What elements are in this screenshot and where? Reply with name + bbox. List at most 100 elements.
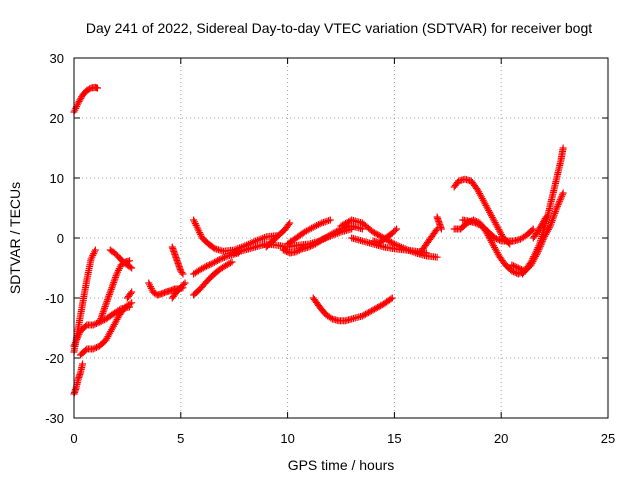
- series-arc-22: [309, 294, 396, 325]
- data-point: [204, 261, 212, 269]
- data-point: [368, 307, 376, 315]
- data-point: [309, 223, 317, 231]
- y-tick-label: -30: [45, 411, 64, 426]
- data-point: [99, 308, 107, 316]
- chart-title: Day 241 of 2022, Sidereal Day-to-day VTE…: [86, 20, 592, 36]
- y-tick-label: -20: [45, 351, 64, 366]
- series-arc-17: [279, 225, 356, 257]
- data-point: [387, 295, 395, 303]
- x-tick-label: 5: [177, 431, 184, 446]
- data-point: [553, 202, 561, 210]
- data-point: [364, 309, 372, 317]
- data-point: [556, 197, 564, 205]
- data-point: [372, 304, 380, 312]
- x-tick-label: 0: [70, 431, 77, 446]
- data-point: [295, 246, 303, 254]
- data-point: [360, 311, 368, 319]
- data-point: [311, 222, 319, 230]
- data-point: [539, 219, 547, 227]
- data-point: [105, 291, 113, 299]
- data-point: [313, 222, 321, 230]
- data-point: [377, 302, 385, 310]
- series-arc-21: [369, 225, 401, 247]
- data-point: [496, 236, 504, 244]
- y-tick-label: 10: [50, 171, 64, 186]
- data-point: [107, 285, 115, 293]
- data-point: [74, 99, 82, 107]
- data-point: [326, 216, 334, 224]
- data-point: [475, 221, 483, 228]
- series-arc-16: [262, 219, 294, 251]
- data-point: [217, 255, 225, 263]
- data-point: [76, 96, 84, 104]
- data-point: [340, 220, 348, 228]
- data-point: [89, 345, 97, 353]
- data-point: [107, 287, 115, 295]
- data-point: [371, 229, 379, 237]
- data-point: [292, 248, 300, 256]
- data-point: [97, 313, 105, 321]
- x-tick-label: 10: [280, 431, 294, 446]
- data-point: [422, 249, 430, 257]
- data-point: [98, 311, 106, 319]
- x-tick-label: 15: [387, 431, 401, 446]
- series-arc-30: [529, 213, 550, 242]
- data-point: [206, 261, 214, 269]
- data-point: [345, 218, 353, 226]
- data-point: [393, 225, 401, 233]
- data-point: [358, 312, 366, 320]
- data-point: [387, 238, 395, 246]
- data-point: [89, 321, 97, 329]
- data-point: [308, 242, 316, 249]
- data-point: [325, 233, 333, 241]
- data-point: [283, 248, 291, 255]
- series-arc-14: [190, 258, 236, 299]
- data-point: [323, 234, 331, 242]
- data-point: [305, 243, 313, 251]
- data-point: [110, 279, 118, 287]
- data-points: [70, 83, 567, 398]
- data-point: [472, 219, 480, 227]
- data-point: [279, 246, 287, 254]
- data-point: [508, 267, 516, 275]
- data-point: [219, 254, 227, 262]
- data-point: [111, 275, 119, 283]
- data-point: [127, 290, 135, 297]
- data-point: [321, 234, 329, 242]
- series-arc-29: [519, 144, 567, 278]
- data-point: [99, 309, 107, 317]
- series-arc-27: [459, 216, 537, 245]
- data-point: [104, 294, 112, 302]
- data-point: [348, 225, 356, 233]
- data-point: [93, 84, 101, 92]
- data-point: [220, 253, 228, 261]
- data-point: [374, 303, 382, 311]
- x-axis-ticks: 0 5 10 15 20 25: [70, 58, 615, 446]
- data-point: [553, 204, 561, 212]
- data-point: [103, 297, 111, 305]
- data-point: [318, 236, 326, 244]
- data-point: [75, 97, 83, 105]
- data-point: [111, 273, 119, 281]
- data-point: [375, 303, 383, 311]
- data-point: [105, 292, 113, 300]
- data-point: [226, 259, 234, 267]
- data-point: [369, 306, 377, 314]
- data-point: [79, 360, 87, 368]
- series-arc-24: [433, 213, 445, 233]
- data-point: [286, 219, 294, 227]
- data-point: [555, 199, 563, 207]
- y-tick-label: 30: [50, 51, 64, 66]
- x-axis-label: GPS time / hours: [288, 457, 395, 473]
- series-arc-8: [123, 288, 136, 302]
- data-point: [201, 263, 209, 271]
- data-point: [538, 221, 546, 229]
- data-point: [77, 94, 85, 102]
- data-point: [207, 260, 215, 268]
- data-point: [473, 220, 481, 228]
- x-tick-label: 20: [494, 431, 508, 446]
- data-point: [319, 235, 327, 243]
- data-point: [361, 310, 369, 318]
- data-point: [509, 268, 517, 276]
